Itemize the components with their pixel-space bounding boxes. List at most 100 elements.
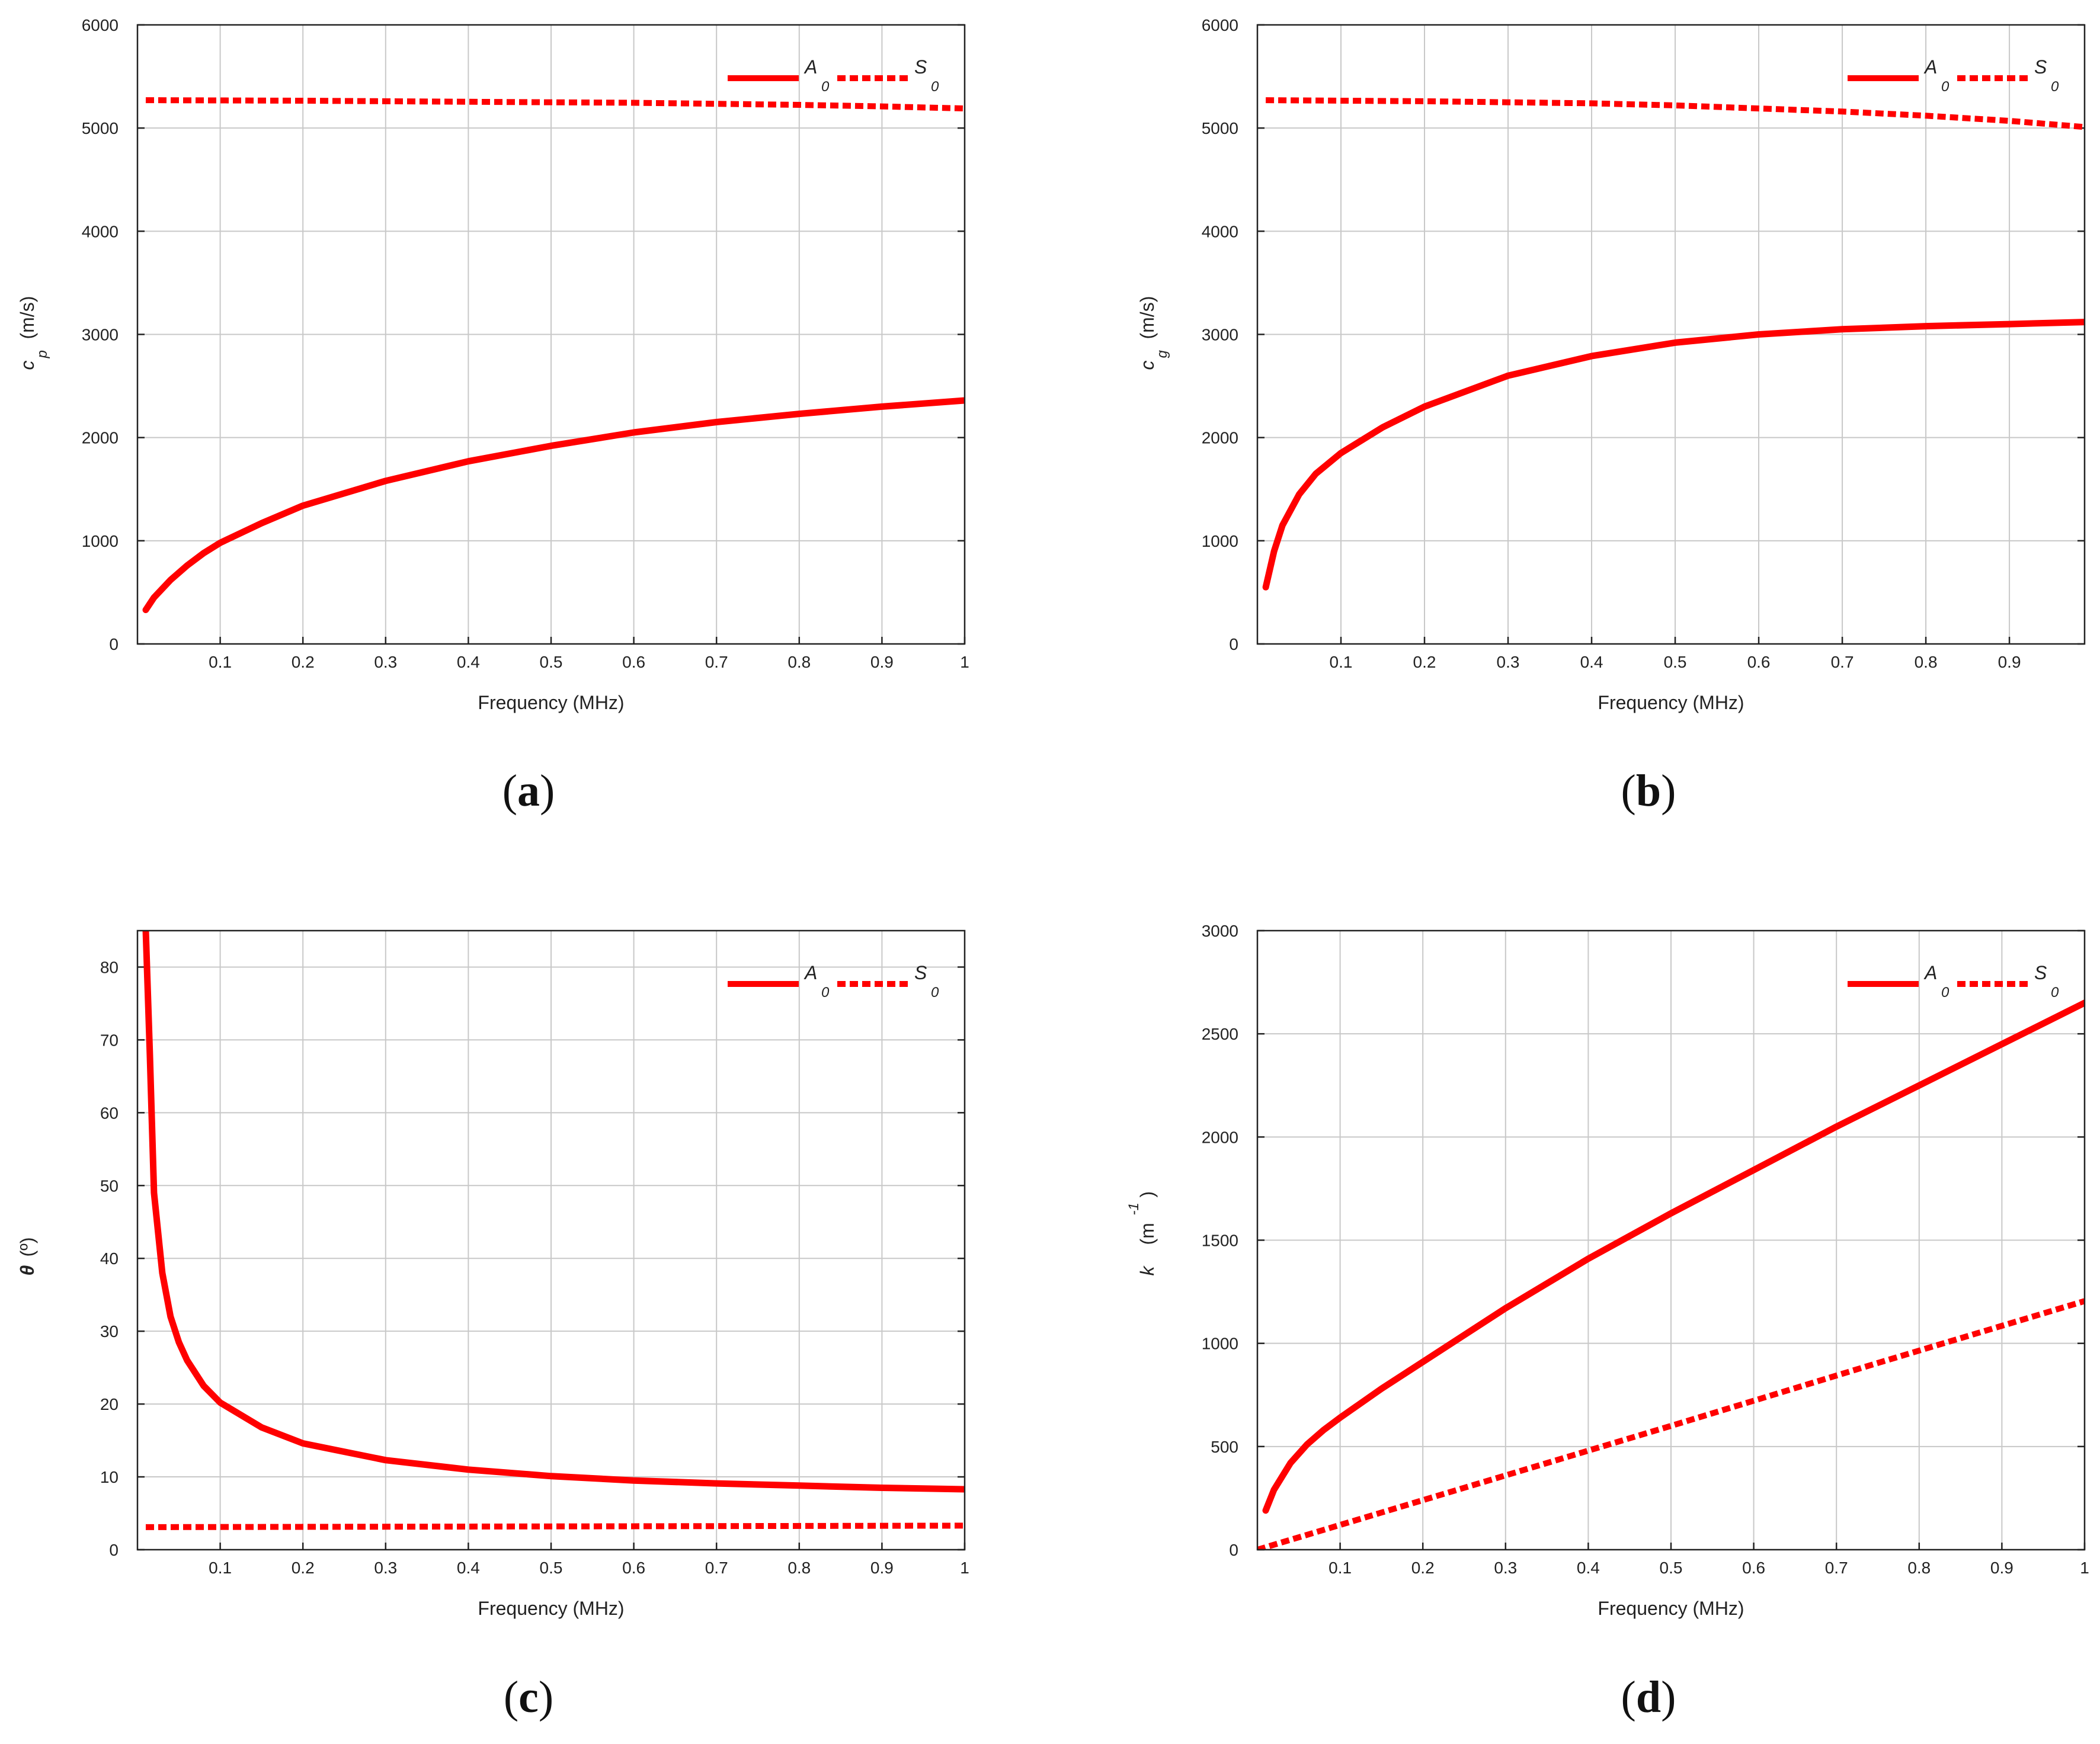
legend-label-subscript: 0 — [931, 79, 939, 95]
y-axis-label-unit: (m/s) — [17, 296, 38, 339]
x-tick-label: 0.5 — [1664, 653, 1687, 671]
y-tick-label: 1000 — [82, 532, 119, 550]
x-tick-label: 0.4 — [1577, 1559, 1600, 1577]
x-tick-label: 0.5 — [540, 653, 563, 671]
y-axis-label: cp (m/s) — [17, 296, 50, 370]
caption-letter: b — [1636, 766, 1661, 816]
x-tick-label: 0.2 — [1413, 653, 1436, 671]
caption-letter: a — [517, 766, 540, 816]
legend-label: S — [2034, 962, 2047, 983]
legend-label: A — [803, 962, 817, 983]
x-tick-label: 0.1 — [1330, 653, 1353, 671]
y-tick-label: 10 — [100, 1468, 119, 1486]
caption-close: ) — [1661, 1672, 1676, 1722]
y-tick-label: 2000 — [1202, 1128, 1238, 1146]
y-tick-label: 4000 — [1202, 222, 1238, 241]
x-tick-label: 0.4 — [1580, 653, 1603, 671]
y-tick-label: 80 — [100, 958, 119, 976]
x-tick-label: 0.5 — [1660, 1559, 1683, 1577]
x-tick-label: 0.9 — [1998, 653, 2021, 671]
y-axis-label: cg (m/s) — [1137, 296, 1170, 370]
y-tick-label: 500 — [1211, 1438, 1238, 1456]
y-tick-label: 3000 — [82, 326, 119, 344]
x-tick-label: 0.6 — [1742, 1559, 1765, 1577]
x-tick-label: 0.7 — [1825, 1559, 1848, 1577]
y-tick-label: 3000 — [1202, 326, 1238, 344]
x-tick-label: 0.8 — [1915, 653, 1938, 671]
series-line-a0 — [1262, 319, 2085, 591]
plot-frame — [136, 24, 966, 645]
caption-open: ( — [502, 766, 517, 816]
panel-b: 0.1 0.2 0.3 0.4 0.5 0.6 0.7 0.8 0.9 0 1000 2000 3000… — [1137, 16, 2086, 816]
x-tick-label: 0.8 — [1907, 1559, 1931, 1577]
caption-letter: c — [518, 1672, 539, 1722]
x-axis-label: Frequency (MHz) — [478, 1598, 624, 1619]
caption-open: ( — [1621, 1672, 1636, 1722]
x-tick-label: 0.8 — [787, 653, 811, 671]
x-tick-label: 0.9 — [1990, 1559, 2013, 1577]
y-axis-label-subscript: p — [34, 350, 50, 358]
x-tick-label: 0.8 — [787, 1559, 811, 1577]
panel-caption: (c) — [504, 1672, 553, 1722]
y-tick-label: 60 — [100, 1104, 119, 1122]
legend-label: A — [1923, 56, 1937, 78]
x-tick-label: 0.7 — [1831, 653, 1854, 671]
y-axis-label-subscript: g — [1154, 350, 1170, 358]
y-tick-label: 2000 — [1202, 429, 1238, 447]
legend-label-subscript: 0 — [2051, 79, 2059, 95]
y-axis-label-superscript: -1 — [1126, 1203, 1142, 1215]
panel-caption: (b) — [1621, 766, 1676, 816]
y-tick-label: 0 — [1229, 1541, 1238, 1559]
y-tick-label: 5000 — [82, 119, 119, 137]
y-axis-label-unit: (º) — [17, 1238, 38, 1257]
y-axis-label: θ (º) — [17, 1238, 38, 1276]
x-tick-label: 0.2 — [292, 1559, 315, 1577]
legend-label: A — [803, 56, 817, 78]
series-line-a0 — [1262, 999, 2085, 1514]
series-line-a0 — [142, 397, 965, 613]
caption-letter: d — [1636, 1672, 1661, 1722]
legend-label: S — [914, 56, 927, 78]
y-axis-label-symbol: θ — [17, 1265, 38, 1276]
caption-open: ( — [504, 1672, 518, 1722]
caption-close: ) — [540, 766, 555, 816]
y-tick-label: 30 — [100, 1322, 119, 1341]
panel-d: 0.1 0.2 0.3 0.4 0.5 0.6 0.7 0.8 0.9 1 0 500 1000 1500… — [1126, 922, 2089, 1722]
caption-close: ) — [539, 1672, 553, 1722]
legend-label-subscript: 0 — [931, 985, 939, 1001]
x-tick-label: 0.3 — [1494, 1559, 1517, 1577]
x-tick-label: 0.2 — [292, 653, 315, 671]
x-tick-label: 0.2 — [1411, 1559, 1435, 1577]
legend-label-subscript: 0 — [821, 79, 830, 95]
y-axis-label-unit: (m/s) — [1137, 296, 1158, 339]
y-tick-label: 2000 — [82, 429, 119, 447]
y-tick-label: 1000 — [1202, 1335, 1238, 1353]
legend-label: A — [1923, 962, 1937, 983]
y-axis-label-symbol: c — [1137, 361, 1158, 370]
y-tick-label: 0 — [109, 635, 119, 653]
x-axis-label: Frequency (MHz) — [478, 692, 624, 713]
y-axis-label-close: ) — [1137, 1191, 1158, 1198]
x-tick-label: 0.3 — [374, 653, 397, 671]
y-tick-label: 70 — [100, 1031, 119, 1049]
y-tick-label: 50 — [100, 1176, 119, 1195]
y-tick-label: 5000 — [1202, 119, 1238, 137]
x-tick-label: 0.9 — [870, 1559, 894, 1577]
x-tick-label: 1 — [2080, 1559, 2089, 1577]
x-axis-label: Frequency (MHz) — [1598, 692, 1744, 713]
y-tick-label: 3000 — [1202, 922, 1238, 940]
y-tick-label: 6000 — [82, 16, 119, 34]
y-axis-label-symbol: k — [1137, 1265, 1158, 1276]
plot-frame — [1256, 24, 2086, 645]
plot-frame — [136, 929, 966, 1551]
panel-c: 0.1 0.2 0.3 0.4 0.5 0.6 0.7 0.8 0.9 1010203040506… — [17, 929, 969, 1722]
y-tick-label: 1000 — [1202, 532, 1238, 550]
series-line-s0 — [145, 1522, 965, 1530]
x-tick-label: 1 — [960, 653, 969, 671]
series-line-s0 — [1257, 1298, 2085, 1550]
x-tick-label: 1 — [960, 1559, 969, 1577]
x-tick-label: 0.9 — [870, 653, 894, 671]
legend-label: S — [2034, 56, 2047, 78]
x-tick-label: 0.7 — [705, 1559, 728, 1577]
